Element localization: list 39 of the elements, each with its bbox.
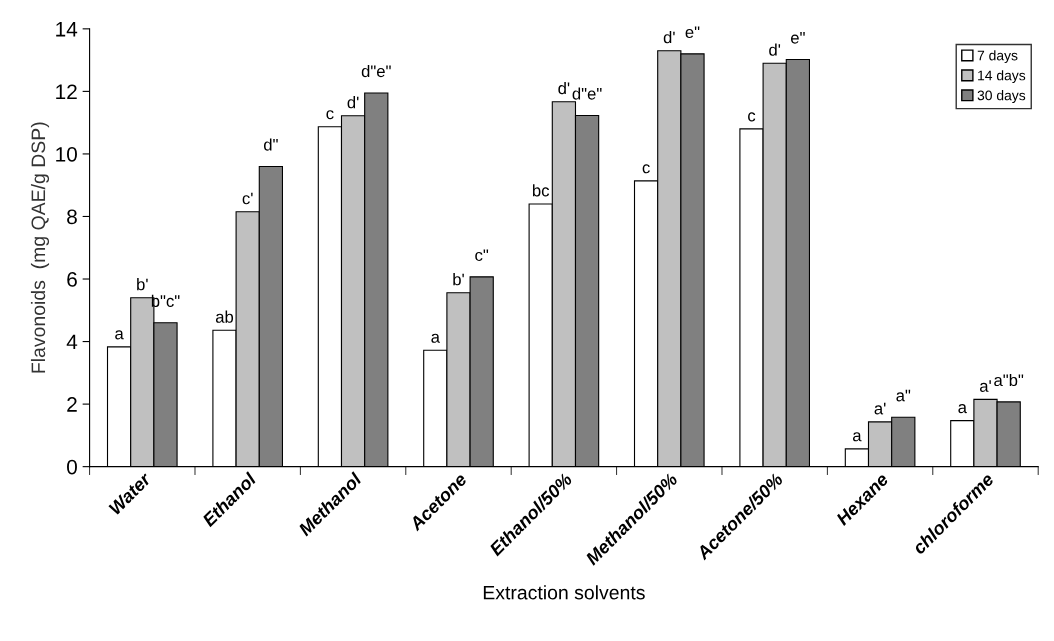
y-tick-label: 8	[67, 209, 77, 225]
data-label: c"	[475, 249, 489, 262]
data-label: e"	[685, 26, 700, 39]
data-label: a"	[896, 389, 911, 402]
data-label: c	[748, 112, 756, 122]
legend-label: 30 days	[977, 90, 1026, 104]
legend-label: 14 days	[978, 70, 1026, 84]
y-tick-label: 0	[67, 459, 77, 475]
data-label: a	[958, 404, 967, 414]
data-label: c	[642, 164, 650, 174]
data-label: d"	[263, 138, 278, 151]
y-tick-label: 14	[56, 22, 78, 37]
data-label: b'	[137, 278, 148, 291]
data-label: a'	[874, 402, 886, 415]
data-label: a	[115, 330, 124, 340]
data-label: d'	[558, 82, 570, 95]
data-label: e"	[790, 32, 805, 44]
data-label: d'	[347, 96, 359, 109]
y-tick-label: 12	[56, 84, 77, 99]
y-tick-label: 2	[67, 397, 77, 412]
data-label: d'	[769, 43, 781, 56]
data-label: d"e"	[361, 64, 391, 78]
y-tick-label: 4	[66, 334, 78, 350]
data-label: b'	[453, 273, 464, 286]
data-label: d'	[663, 31, 675, 44]
data-label: d"e"	[572, 87, 602, 100]
data-label: c	[326, 110, 334, 120]
data-label: a	[852, 432, 862, 442]
legend-label: 7 days	[977, 50, 1018, 64]
data-label: c'	[242, 192, 253, 205]
data-label: bc	[532, 184, 550, 197]
y-tick-label: 10	[56, 146, 77, 162]
data-label: a"b"	[994, 373, 1024, 387]
y-tick-label: 6	[67, 272, 77, 287]
data-label: a'	[979, 380, 991, 392]
x-axis-title: Extraction solvents	[483, 585, 645, 600]
y-axis-title: Flavonoids (mg QAE/g DSP)	[30, 122, 50, 373]
data-label: a	[431, 333, 440, 343]
data-label: ab	[215, 310, 234, 323]
